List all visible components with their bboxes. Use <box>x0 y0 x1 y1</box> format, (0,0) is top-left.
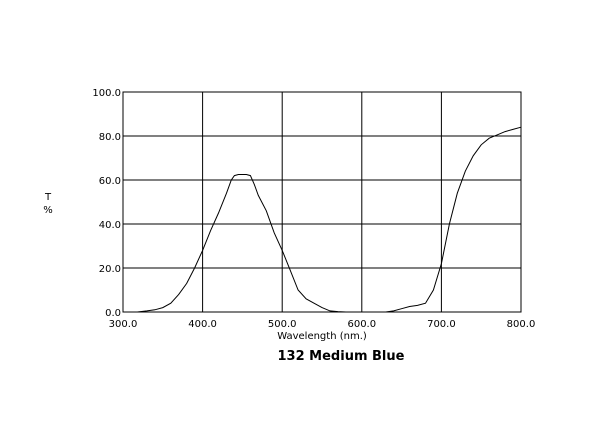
x-tick-label: 700.0 <box>427 319 456 330</box>
y-tick-label: 0.0 <box>105 308 121 319</box>
y-tick-label: 100.0 <box>92 88 121 99</box>
x-tick-label: 400.0 <box>188 319 217 330</box>
x-axis-label: Wavelength (nm.) <box>277 331 367 342</box>
chart-title: 132 Medium Blue <box>278 349 405 364</box>
x-tick-label: 800.0 <box>507 319 536 330</box>
grid-lines <box>123 92 521 312</box>
y-axis-label-line2: % <box>43 205 53 216</box>
x-tick-label: 500.0 <box>268 319 297 330</box>
y-tick-label: 20.0 <box>99 264 121 275</box>
y-tick-label: 40.0 <box>99 220 121 231</box>
x-axis-ticks: 300.0 400.0 500.0 600.0 700.0 800.0 <box>109 319 536 330</box>
x-tick-label: 300.0 <box>109 319 138 330</box>
transmission-curve <box>137 126 522 313</box>
y-axis-label-line1: T <box>44 192 52 203</box>
y-tick-label: 80.0 <box>99 132 121 143</box>
y-tick-label: 60.0 <box>99 176 121 187</box>
y-axis-ticks: 0.0 20.0 40.0 60.0 80.0 100.0 <box>92 88 121 319</box>
plot-frame <box>122 91 522 313</box>
x-tick-label: 600.0 <box>347 319 376 330</box>
